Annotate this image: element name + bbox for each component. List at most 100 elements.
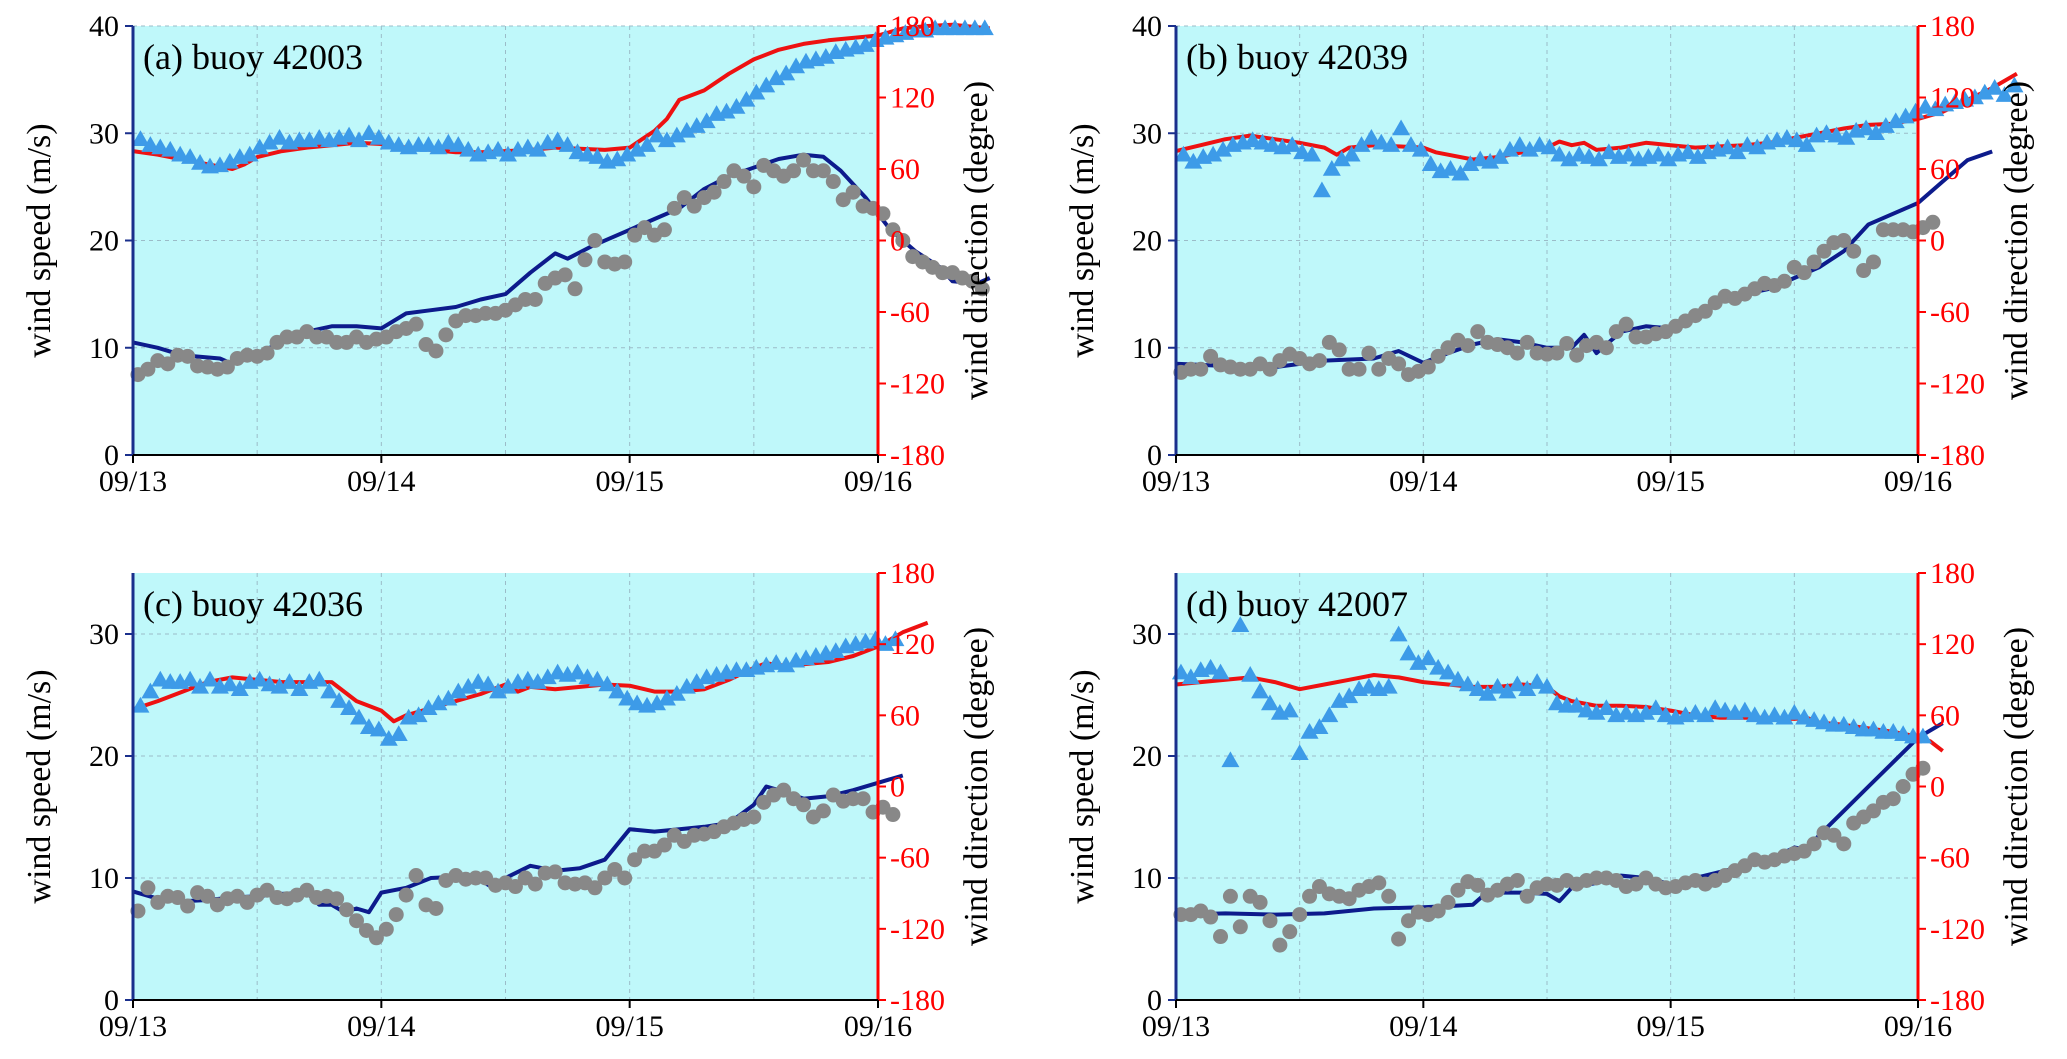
data-point (1222, 888, 1238, 904)
data-point (409, 706, 428, 723)
data-point (180, 898, 196, 914)
data-point (369, 720, 388, 737)
x-tick-label: 09/14 (1389, 1010, 1457, 1043)
data-point (1312, 181, 1331, 198)
data-point (1560, 150, 1579, 167)
chart-panel-d: 0 10 20 30 -180 -120 -60 0 60 120 180 09/13 09/14 09/… (1064, 557, 2035, 1043)
data-point (1253, 133, 1272, 150)
data-point (856, 36, 875, 52)
data-point (419, 136, 438, 152)
data-point (1213, 140, 1232, 157)
data-point (260, 675, 279, 692)
data-point (1806, 254, 1822, 270)
data-point (1311, 353, 1327, 369)
data-point (895, 233, 911, 248)
data-point (141, 136, 160, 152)
left-axis-label: wind speed (m/s) (21, 123, 58, 357)
data-point (1419, 649, 1438, 666)
data-point (598, 675, 617, 692)
data-point (1826, 827, 1842, 843)
left-tick-label: 0 (1147, 439, 1162, 472)
data-point (181, 670, 200, 687)
data-point (1688, 148, 1707, 164)
data-point (885, 807, 901, 823)
data-point (200, 888, 215, 904)
data-point (378, 921, 394, 937)
data-point (1260, 694, 1279, 711)
data-point (1728, 143, 1747, 160)
chart-title: (a) buoy 42003 (143, 37, 363, 77)
right-tick-label: 180 (890, 557, 935, 590)
x-tick-label: 09/13 (99, 465, 167, 498)
data-point (1243, 131, 1262, 148)
data-point (349, 131, 368, 148)
x-tick-label: 09/13 (1142, 465, 1210, 498)
data-point (459, 140, 478, 157)
data-point (1478, 684, 1497, 701)
data-point (339, 902, 355, 918)
data-point (1292, 907, 1308, 923)
data-point (131, 130, 150, 146)
data-point (777, 656, 796, 673)
data-point (1391, 356, 1407, 372)
data-point (825, 174, 841, 190)
data-point (1509, 872, 1525, 888)
data-point (686, 198, 702, 214)
data-point (1251, 682, 1270, 699)
x-tick-label: 09/14 (1389, 465, 1457, 498)
x-tick-label: 09/15 (595, 1010, 663, 1043)
right-tick-label: -60 (890, 296, 930, 329)
data-point (767, 654, 786, 670)
x-tick-label: 09/15 (1636, 465, 1704, 498)
data-point (1569, 347, 1585, 363)
data-point (1203, 909, 1219, 925)
data-point (1816, 243, 1832, 259)
data-point (140, 361, 156, 377)
data-point (1421, 155, 1440, 171)
data-point (1697, 303, 1713, 319)
data-point (220, 152, 239, 169)
data-point (349, 913, 364, 929)
data-point (647, 126, 666, 143)
data-point (310, 670, 329, 687)
x-tick-label: 09/13 (1142, 1010, 1210, 1043)
data-point (855, 791, 871, 807)
data-point (716, 174, 732, 190)
left-tick-label: 30 (1132, 117, 1162, 150)
data-point (676, 190, 692, 206)
data-point (1290, 744, 1309, 761)
data-point (161, 140, 180, 157)
data-point (1678, 143, 1697, 160)
data-point (1837, 129, 1856, 145)
left-tick-label: 20 (89, 225, 119, 258)
data-point (1458, 675, 1477, 692)
data-point (1342, 145, 1361, 162)
series-obs-speed (1173, 214, 1941, 383)
data-point (2005, 76, 2024, 93)
data-point (459, 677, 478, 694)
data-point (1649, 145, 1668, 162)
data-point (398, 887, 414, 903)
data-point (250, 670, 269, 687)
data-point (1618, 316, 1634, 332)
data-point (1520, 140, 1539, 157)
left-tick-label: 30 (89, 618, 119, 651)
data-point (1203, 348, 1219, 364)
data-point (597, 870, 613, 886)
data-point (290, 680, 309, 696)
left-tick-label: 0 (104, 439, 119, 472)
data-point (1817, 124, 1836, 140)
data-point (587, 880, 603, 896)
data-point (1441, 160, 1460, 176)
data-point (170, 890, 186, 906)
data-point (1599, 143, 1618, 160)
data-point (677, 677, 696, 694)
right-tick-label: 60 (1930, 153, 1960, 186)
data-point (1510, 136, 1529, 152)
data-point (1302, 888, 1318, 904)
data-point (1598, 340, 1614, 356)
data-point (1926, 100, 1945, 117)
chart-title: (c) buoy 42036 (143, 584, 363, 624)
data-point (747, 83, 766, 100)
